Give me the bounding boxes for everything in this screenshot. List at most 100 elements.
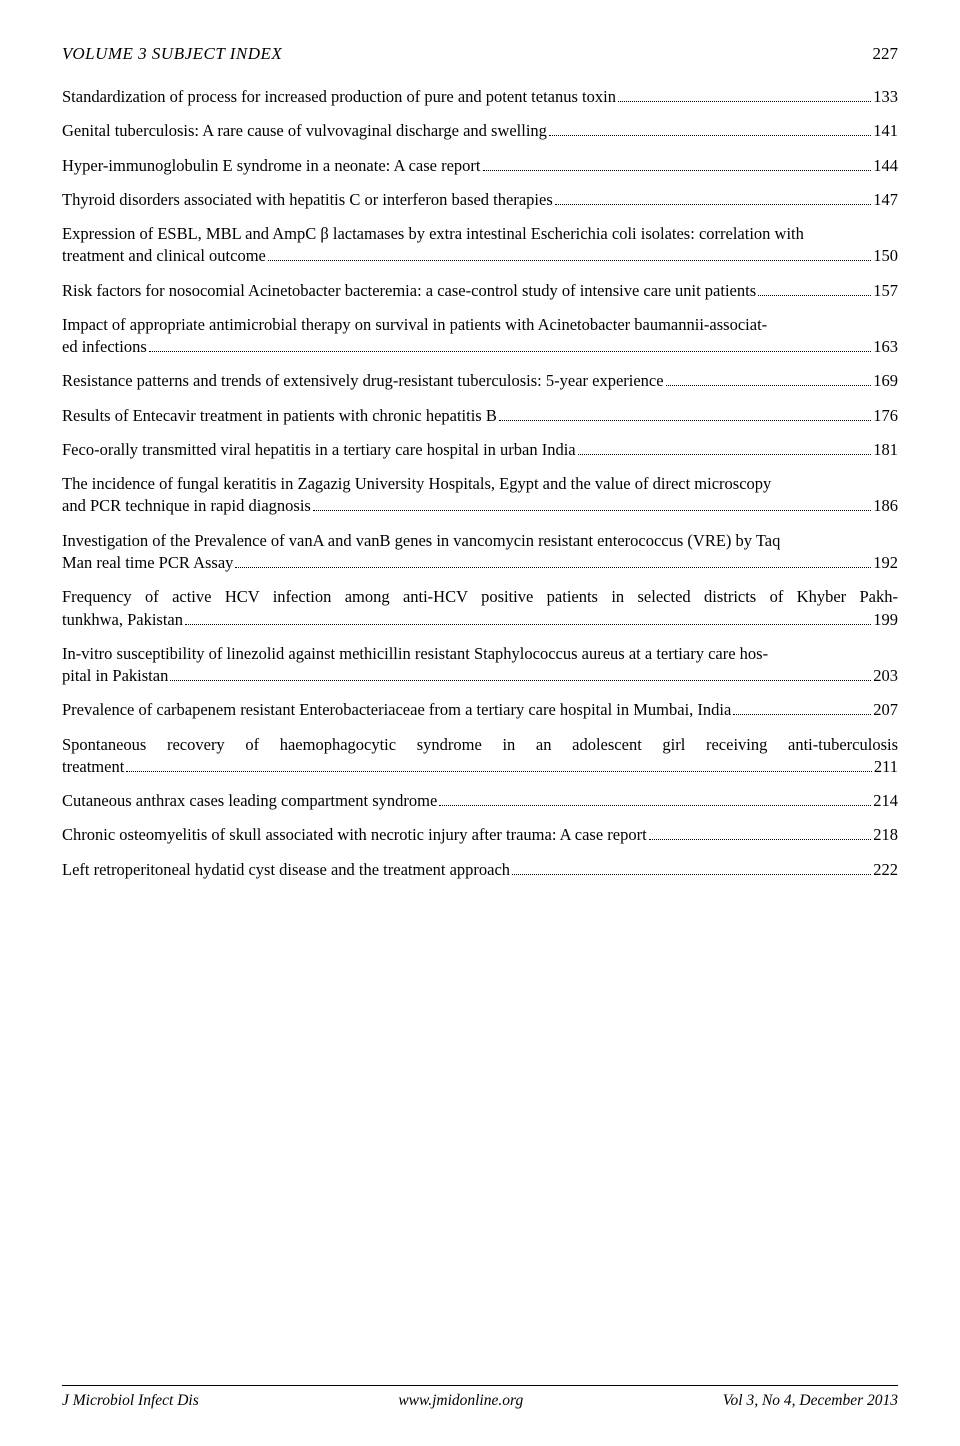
entry-row: Hyper-immunoglobulin E syndrome in a neo… <box>62 155 898 177</box>
entry-title-tail: treatment <box>62 756 124 778</box>
index-entry: In-vitro susceptibility of linezolid aga… <box>62 643 898 688</box>
dot-leader <box>439 805 871 806</box>
header-title: VOLUME 3 SUBJECT INDEX <box>62 44 282 64</box>
dot-leader <box>549 135 871 136</box>
dot-leader <box>126 771 872 772</box>
dot-leader <box>268 260 871 261</box>
entry-page: 150 <box>873 245 898 267</box>
index-entry: Standardization of process for increased… <box>62 86 898 108</box>
entry-page: 207 <box>873 699 898 721</box>
entry-page: 218 <box>873 824 898 846</box>
dot-leader <box>733 714 871 715</box>
dot-leader <box>185 624 871 625</box>
entry-page: 141 <box>873 120 898 142</box>
entry-title: Left retroperitoneal hydatid cyst diseas… <box>62 859 510 881</box>
dot-leader <box>649 839 872 840</box>
entry-row: Standardization of process for increased… <box>62 86 898 108</box>
entry-page: 163 <box>873 336 898 358</box>
footer-journal: J Microbiol Infect Dis <box>62 1392 199 1410</box>
entry-page: 203 <box>873 665 898 687</box>
entry-title: Results of Entecavir treatment in patien… <box>62 405 497 427</box>
entry-title: Thyroid disorders associated with hepati… <box>62 189 553 211</box>
entry-page: 211 <box>874 756 898 778</box>
dot-leader <box>666 385 872 386</box>
entry-title-line1: Frequency of active HCV infection among … <box>62 586 898 608</box>
entry-title: Chronic osteomyelitis of skull associate… <box>62 824 647 846</box>
entry-page: 176 <box>873 405 898 427</box>
entry-last-row: ed infections 163 <box>62 336 898 358</box>
entry-last-row: treatment 211 <box>62 756 898 778</box>
entry-page: 133 <box>873 86 898 108</box>
entry-page: 169 <box>873 370 898 392</box>
entry-title: Resistance patterns and trends of extens… <box>62 370 664 392</box>
dot-leader <box>618 101 871 102</box>
dot-leader <box>499 420 871 421</box>
footer-url: www.jmidonline.org <box>398 1392 523 1410</box>
entry-row: Cutaneous anthrax cases leading compartm… <box>62 790 898 812</box>
entry-last-row: Man real time PCR Assay 192 <box>62 552 898 574</box>
index-entry: Prevalence of carbapenem resistant Enter… <box>62 699 898 721</box>
entry-page: 186 <box>873 495 898 517</box>
entry-title: Standardization of process for increased… <box>62 86 616 108</box>
index-entry: Expression of ESBL, MBL and AmpC β lacta… <box>62 223 898 268</box>
entry-row: Feco-orally transmitted viral hepatitis … <box>62 439 898 461</box>
entry-title-tail: Man real time PCR Assay <box>62 552 233 574</box>
entry-title-line1: Expression of ESBL, MBL and AmpC β lacta… <box>62 223 898 245</box>
entry-row: Resistance patterns and trends of extens… <box>62 370 898 392</box>
index-entry: Left retroperitoneal hydatid cyst diseas… <box>62 859 898 881</box>
entry-row: Genital tuberculosis: A rare cause of vu… <box>62 120 898 142</box>
page-footer: J Microbiol Infect Dis www.jmidonline.or… <box>62 1385 898 1410</box>
entry-row: Thyroid disorders associated with hepati… <box>62 189 898 211</box>
entry-page: 147 <box>873 189 898 211</box>
entry-page: 144 <box>873 155 898 177</box>
page-header: VOLUME 3 SUBJECT INDEX 227 <box>62 44 898 64</box>
entry-title: Genital tuberculosis: A rare cause of vu… <box>62 120 547 142</box>
entry-page: 222 <box>873 859 898 881</box>
dot-leader <box>758 295 871 296</box>
entry-row: Risk factors for nosocomial Acinetobacte… <box>62 280 898 302</box>
index-entry: Genital tuberculosis: A rare cause of vu… <box>62 120 898 142</box>
dot-leader <box>235 567 871 568</box>
index-entry: Thyroid disorders associated with hepati… <box>62 189 898 211</box>
index-entry: Spontaneous recovery of haemophagocytic … <box>62 734 898 779</box>
index-entry: Feco-orally transmitted viral hepatitis … <box>62 439 898 461</box>
entry-last-row: pital in Pakistan 203 <box>62 665 898 687</box>
entry-page: 199 <box>873 609 898 631</box>
entry-title-tail: ed infections <box>62 336 147 358</box>
entry-page: 214 <box>873 790 898 812</box>
entry-title-tail: and PCR technique in rapid diagnosis <box>62 495 311 517</box>
entry-row: Prevalence of carbapenem resistant Enter… <box>62 699 898 721</box>
entry-page: 157 <box>873 280 898 302</box>
dot-leader <box>483 170 872 171</box>
index-entry: Risk factors for nosocomial Acinetobacte… <box>62 280 898 302</box>
index-entry: Frequency of active HCV infection among … <box>62 586 898 631</box>
footer-issue: Vol 3, No 4, December 2013 <box>723 1392 898 1410</box>
entry-title: Hyper-immunoglobulin E syndrome in a neo… <box>62 155 481 177</box>
entry-last-row: tunkhwa, Pakistan 199 <box>62 609 898 631</box>
entry-title-line1: Investigation of the Prevalence of vanA … <box>62 530 898 552</box>
entry-title-tail: treatment and clinical outcome <box>62 245 266 267</box>
entry-title: Cutaneous anthrax cases leading compartm… <box>62 790 437 812</box>
dot-leader <box>512 874 871 875</box>
index-entry: Impact of appropriate antimicrobial ther… <box>62 314 898 359</box>
dot-leader <box>578 454 872 455</box>
entry-title-tail: pital in Pakistan <box>62 665 168 687</box>
entry-page: 192 <box>873 552 898 574</box>
dot-leader <box>313 510 871 511</box>
entry-row: Chronic osteomyelitis of skull associate… <box>62 824 898 846</box>
entry-title-line1: In-vitro susceptibility of linezolid aga… <box>62 643 898 665</box>
entry-title: Feco-orally transmitted viral hepatitis … <box>62 439 576 461</box>
entry-row: Results of Entecavir treatment in patien… <box>62 405 898 427</box>
index-entry: The incidence of fungal keratitis in Zag… <box>62 473 898 518</box>
dot-leader <box>149 351 871 352</box>
entry-title-tail: tunkhwa, Pakistan <box>62 609 183 631</box>
index-entry: Results of Entecavir treatment in patien… <box>62 405 898 427</box>
subject-index-list: Standardization of process for increased… <box>62 86 898 881</box>
entry-page: 181 <box>873 439 898 461</box>
index-entry: Hyper-immunoglobulin E syndrome in a neo… <box>62 155 898 177</box>
entry-title-line1: Spontaneous recovery of haemophagocytic … <box>62 734 898 756</box>
entry-title-line1: Impact of appropriate antimicrobial ther… <box>62 314 898 336</box>
entry-title: Prevalence of carbapenem resistant Enter… <box>62 699 731 721</box>
index-entry: Cutaneous anthrax cases leading compartm… <box>62 790 898 812</box>
index-entry: Resistance patterns and trends of extens… <box>62 370 898 392</box>
